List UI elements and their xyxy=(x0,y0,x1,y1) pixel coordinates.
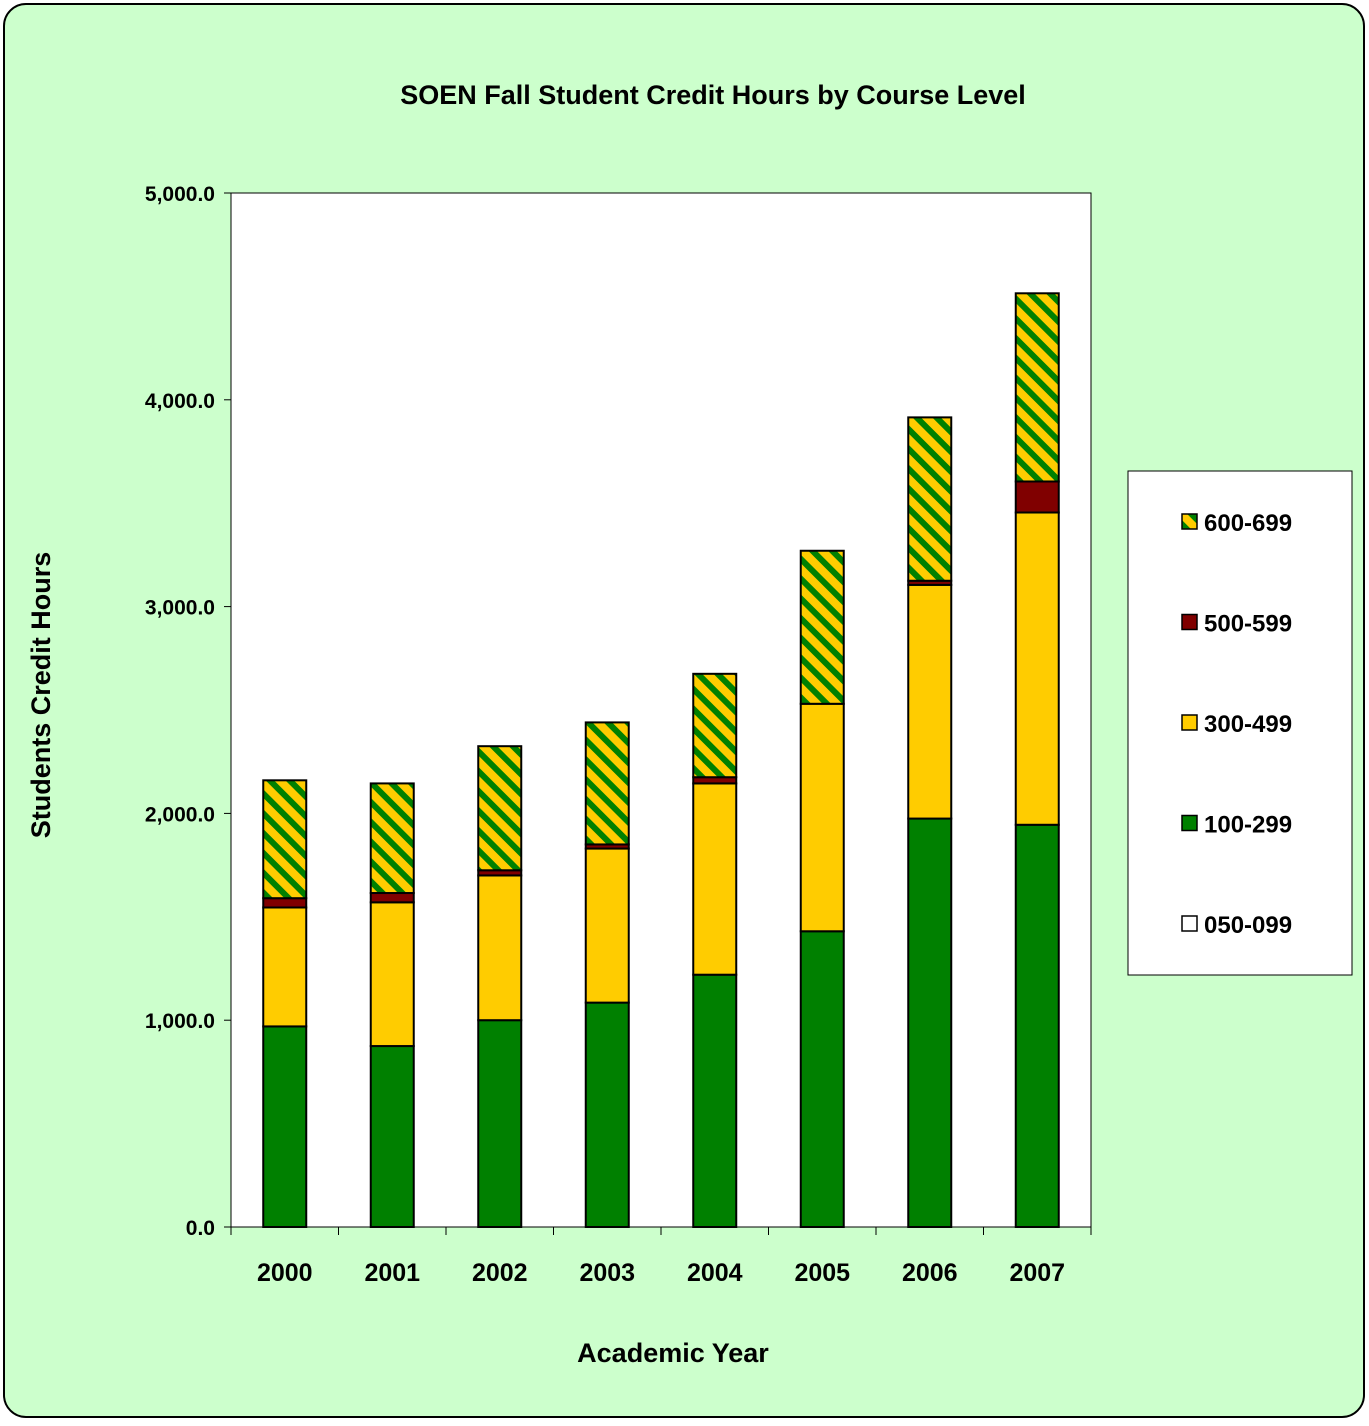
bar-segment-100-299-2007 xyxy=(1014,823,1060,1228)
chart-title: SOEN Fall Student Credit Hours by Course… xyxy=(400,80,1026,110)
bar-segment-500-599-2007 xyxy=(1014,480,1060,514)
legend: 600-699 500-599 300-499 100-299 050-099 xyxy=(1181,510,1292,939)
y-tick-label: 3,000.0 xyxy=(145,597,215,620)
x-tick-label: 2006 xyxy=(902,1259,958,1287)
bar-segment-500-599-2000 xyxy=(262,897,308,909)
x-tick-label: 2005 xyxy=(794,1259,850,1287)
bar-segment-100-299-2001 xyxy=(369,1045,415,1229)
y-tick-label: 0.0 xyxy=(186,1217,215,1240)
bar-segment-300-499-2007 xyxy=(1014,511,1060,826)
bar-segment-100-299-2004 xyxy=(692,973,738,1228)
x-tick-label: 2004 xyxy=(687,1259,743,1287)
x-axis-label: Academic Year xyxy=(577,1338,769,1368)
bar-segment-300-499-2000 xyxy=(262,906,308,1028)
bar-segment-600-699-2003 xyxy=(584,721,630,846)
y-tick-label: 5,000.0 xyxy=(145,183,215,206)
y-tick-label: 1,000.0 xyxy=(145,1010,215,1033)
bar-segment-600-699-2007 xyxy=(1014,292,1060,483)
legend-box xyxy=(1127,470,1353,976)
legend-label-100-299: 100-299 xyxy=(1204,812,1292,839)
x-tick-label: 2001 xyxy=(364,1259,420,1287)
bar-segment-600-699-2006 xyxy=(907,416,953,582)
bar-segment-300-499-2004 xyxy=(692,782,738,976)
x-tick-label: 2000 xyxy=(257,1259,313,1287)
bar-segment-100-299-2005 xyxy=(799,930,845,1228)
bar-segment-100-299-2000 xyxy=(262,1025,308,1229)
bar-segment-300-499-2003 xyxy=(584,847,630,1004)
x-tick-label: 2003 xyxy=(579,1259,635,1287)
x-tick-label: 2002 xyxy=(472,1259,528,1287)
legend-swatch-100-299 xyxy=(1181,814,1198,832)
y-tick-label: 2,000.0 xyxy=(145,803,215,826)
legend-label-050-099: 050-099 xyxy=(1204,912,1292,939)
legend-label-600-699: 600-699 xyxy=(1204,510,1292,537)
bar-segment-600-699-2000 xyxy=(262,779,308,900)
legend-swatch-600-699 xyxy=(1181,513,1198,530)
bar-segment-300-499-2001 xyxy=(369,901,415,1048)
bar-segment-600-699-2001 xyxy=(369,782,415,895)
bar-segment-500-599-2001 xyxy=(369,892,415,904)
bar-segment-300-499-2002 xyxy=(477,874,523,1022)
bar-segment-600-699-2002 xyxy=(477,745,523,872)
bar-segment-600-699-2004 xyxy=(692,672,738,779)
legend-label-500-599: 500-599 xyxy=(1204,611,1292,638)
bar-segment-100-299-2006 xyxy=(907,817,953,1228)
x-tick-label: 2007 xyxy=(1009,1259,1065,1287)
bar-segment-300-499-2006 xyxy=(907,583,953,820)
bar-segment-100-299-2003 xyxy=(584,1001,630,1229)
x-axis: 2000 2001 2002 2003 2004 2005 2006 2007 xyxy=(230,1227,1092,1287)
plot-area xyxy=(230,192,1092,1228)
y-axis: 0.0 1,000.0 2,000.0 3,000.0 4,000.0 5,000.0 xyxy=(145,183,231,1240)
legend-swatch-050-099 xyxy=(1181,915,1198,932)
y-axis-label: Students Credit Hours xyxy=(26,552,56,839)
bar-segment-600-699-2005 xyxy=(799,549,845,705)
y-tick-label: 4,000.0 xyxy=(145,390,215,413)
legend-label-300-499: 300-499 xyxy=(1204,711,1292,738)
bar-segment-300-499-2005 xyxy=(799,702,845,933)
legend-swatch-500-599 xyxy=(1181,613,1198,631)
legend-swatch-300-499 xyxy=(1181,714,1198,731)
bars xyxy=(262,292,1060,1229)
bar-segment-100-299-2002 xyxy=(477,1019,523,1229)
